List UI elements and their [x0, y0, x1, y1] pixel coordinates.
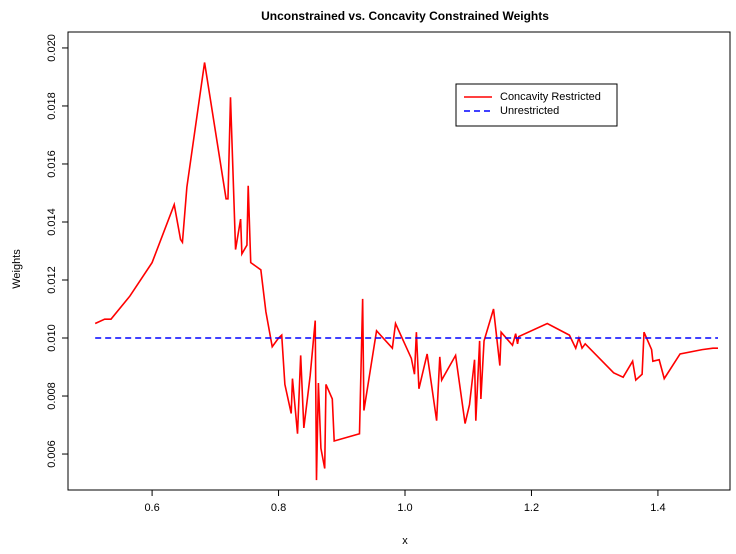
y-tick-label: 0.020 — [46, 34, 58, 62]
y-tick-label: 0.008 — [46, 382, 58, 410]
legend-box — [455, 83, 618, 127]
x-axis-label: x — [402, 535, 408, 547]
x-tick-label: 0.6 — [144, 502, 159, 514]
x-tick-label: 1.4 — [650, 502, 665, 514]
y-tick-label: 0.014 — [46, 208, 58, 236]
x-tick-label: 1.0 — [397, 502, 412, 514]
series-line — [94, 62, 718, 481]
chart-title: Unconstrained vs. Concavity Constrained … — [261, 9, 549, 23]
x-tick-label: 0.8 — [271, 502, 286, 514]
legend-label: Unrestricted — [500, 105, 559, 117]
y-tick-label: 0.018 — [46, 92, 58, 120]
y-tick-label: 0.010 — [46, 324, 58, 352]
y-tick-label: 0.016 — [46, 150, 58, 178]
legend-label: Concavity Restricted — [500, 91, 601, 103]
x-tick-label: 1.2 — [524, 502, 539, 514]
y-tick-label: 0.012 — [46, 266, 58, 294]
plot-frame — [67, 31, 731, 491]
y-tick-label: 0.006 — [46, 440, 58, 468]
y-axis-label: Weights — [11, 249, 23, 289]
